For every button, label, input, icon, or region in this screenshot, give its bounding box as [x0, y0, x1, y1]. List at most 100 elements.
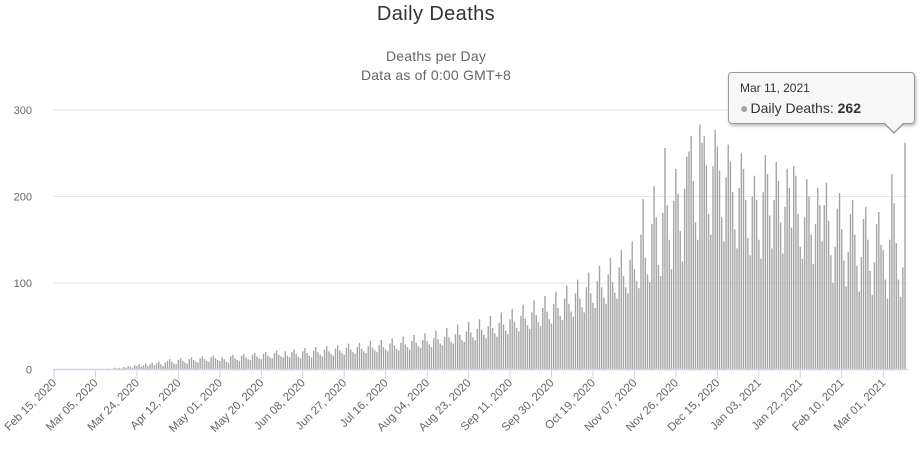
bar[interactable] — [779, 222, 782, 370]
bar[interactable] — [214, 358, 217, 370]
bar[interactable] — [605, 303, 607, 370]
bar[interactable] — [334, 348, 337, 370]
bar[interactable] — [568, 303, 570, 370]
bar[interactable] — [282, 357, 284, 370]
bar[interactable] — [408, 349, 411, 370]
bar[interactable] — [441, 345, 444, 370]
bar[interactable] — [659, 276, 662, 370]
bar[interactable] — [625, 287, 627, 370]
bar[interactable] — [797, 213, 799, 370]
bar[interactable] — [203, 359, 206, 370]
bar[interactable] — [406, 347, 409, 370]
bar[interactable] — [520, 315, 522, 370]
bar[interactable] — [583, 312, 585, 370]
bar[interactable] — [854, 234, 856, 370]
bar[interactable] — [557, 308, 559, 370]
bar[interactable] — [236, 359, 238, 370]
bar[interactable] — [195, 361, 197, 370]
bar[interactable] — [644, 257, 647, 370]
bar[interactable] — [524, 318, 527, 370]
bar[interactable] — [498, 322, 500, 370]
bar[interactable] — [395, 348, 398, 370]
bar[interactable] — [142, 365, 145, 370]
bar[interactable] — [158, 361, 160, 370]
bar[interactable] — [365, 353, 367, 370]
bar[interactable] — [703, 135, 705, 370]
bar[interactable] — [199, 358, 201, 370]
bar[interactable] — [592, 302, 594, 370]
bar[interactable] — [476, 328, 479, 370]
bar[interactable] — [188, 359, 190, 370]
bar[interactable] — [734, 229, 736, 370]
bar[interactable] — [875, 224, 878, 370]
bar[interactable] — [544, 295, 546, 370]
bar[interactable] — [587, 272, 590, 370]
bar[interactable] — [856, 265, 858, 370]
bar[interactable] — [566, 285, 568, 370]
bar[interactable] — [572, 316, 575, 370]
bar[interactable] — [721, 217, 723, 370]
bar[interactable] — [182, 360, 184, 370]
bar[interactable] — [321, 356, 324, 370]
bar[interactable] — [627, 293, 629, 370]
bar[interactable] — [254, 353, 256, 370]
bar[interactable] — [155, 363, 158, 370]
bar[interactable] — [184, 362, 186, 370]
bar[interactable] — [904, 142, 906, 370]
bar[interactable] — [278, 354, 280, 370]
bar[interactable] — [542, 308, 544, 370]
bar[interactable] — [208, 361, 210, 370]
bar[interactable] — [614, 292, 616, 370]
bar[interactable] — [823, 205, 825, 370]
bar[interactable] — [360, 348, 363, 370]
bar[interactable] — [895, 243, 897, 370]
bar[interactable] — [275, 350, 278, 370]
bar[interactable] — [160, 364, 162, 370]
bar[interactable] — [622, 276, 625, 370]
bar[interactable] — [581, 307, 583, 370]
bar[interactable] — [260, 359, 262, 370]
bar[interactable] — [210, 357, 212, 370]
bar[interactable] — [814, 224, 817, 370]
bar[interactable] — [738, 187, 740, 370]
bar[interactable] — [175, 364, 177, 370]
bar[interactable] — [297, 356, 300, 370]
bar[interactable] — [664, 148, 666, 370]
bar[interactable] — [886, 298, 889, 370]
bar[interactable] — [459, 334, 461, 370]
bar[interactable] — [782, 253, 784, 370]
bar[interactable] — [686, 156, 688, 370]
bar[interactable] — [651, 224, 653, 370]
bar[interactable] — [561, 320, 564, 370]
bar[interactable] — [118, 367, 121, 370]
bar[interactable] — [221, 357, 223, 370]
bar[interactable] — [400, 342, 402, 370]
bar[interactable] — [555, 291, 557, 370]
bar[interactable] — [291, 352, 293, 370]
bar[interactable] — [838, 193, 841, 370]
bar[interactable] — [171, 361, 173, 370]
bar[interactable] — [448, 337, 450, 370]
bar[interactable] — [463, 341, 465, 370]
bar[interactable] — [308, 355, 310, 370]
bar[interactable] — [522, 304, 524, 370]
bar[interactable] — [515, 327, 518, 370]
bar[interactable] — [753, 175, 756, 370]
bar[interactable] — [712, 166, 714, 370]
bar[interactable] — [323, 349, 326, 370]
bar[interactable] — [666, 205, 668, 370]
bar[interactable] — [393, 345, 396, 370]
bar[interactable] — [773, 199, 775, 370]
bar[interactable] — [230, 356, 232, 370]
bar[interactable] — [507, 334, 509, 370]
bar[interactable] — [784, 206, 786, 370]
bar[interactable] — [716, 146, 719, 370]
bar[interactable] — [332, 355, 334, 370]
bar[interactable] — [234, 358, 236, 370]
bar[interactable] — [862, 218, 865, 370]
bar[interactable] — [579, 298, 581, 370]
bar[interactable] — [197, 362, 199, 370]
bar[interactable] — [825, 182, 828, 370]
bar[interactable] — [151, 362, 153, 370]
bar[interactable] — [491, 327, 494, 370]
